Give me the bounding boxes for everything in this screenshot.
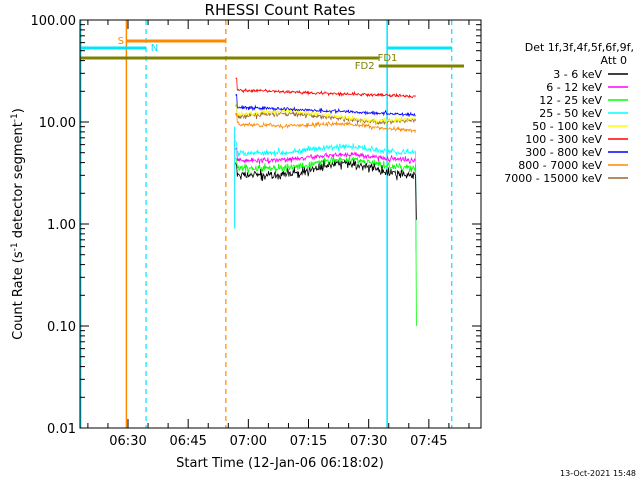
plot-frame	[79, 19, 482, 429]
footer-timestamp: 13-Oct-2021 15:48	[560, 469, 636, 478]
legend-entry-label: 100 - 300 keV	[525, 133, 602, 146]
chart-title: RHESSI Count Rates	[205, 1, 356, 19]
y-tick-labels: 0.01 0.10 1.00 10.00 100.00	[31, 14, 77, 437]
legend-entry-label: 6 - 12 keV	[546, 81, 602, 94]
legend-entry-label: 3 - 6 keV	[553, 68, 602, 81]
legend-entry-label: 12 - 25 keV	[539, 94, 602, 107]
series-line	[235, 147, 416, 164]
series-line	[235, 140, 417, 251]
legend-header: Det 1f,3f,4f,5f,6f,9f,	[525, 41, 634, 54]
y-axis-label: Count Rate (s-1 detector segment-1)	[10, 108, 26, 340]
y-tick-label: 1.00	[47, 218, 76, 233]
series-line	[235, 103, 416, 126]
n-label: N	[151, 43, 158, 54]
y-tick-label: 0.10	[47, 320, 76, 335]
series-line	[235, 93, 416, 118]
x-tick-label: 06:45	[169, 434, 206, 449]
x-tick-label: 07:45	[410, 434, 447, 449]
series-line	[235, 159, 417, 220]
series-line	[235, 77, 416, 99]
x-tick-label: 07:00	[230, 434, 267, 449]
series-line	[235, 112, 416, 134]
legend-entry-label: 300 - 800 keV	[525, 146, 602, 159]
legend-entry-label: 50 - 100 keV	[532, 120, 602, 133]
axis-ticks	[80, 19, 481, 429]
series-line	[235, 156, 417, 327]
s-label: S	[118, 36, 124, 47]
x-tick-labels: 06:30 06:45 07:00 07:15 07:30 07:45	[109, 434, 447, 449]
y-tick-label: 10.00	[39, 116, 76, 131]
fd2-label: FD2	[355, 61, 375, 72]
x-tick-label: 06:30	[109, 434, 146, 449]
series-line	[235, 103, 416, 125]
y-tick-label: 100.00	[31, 14, 77, 29]
legend-entry-label: 800 - 7000 keV	[518, 159, 602, 172]
legend-entry-label: 7000 - 15000 keV	[504, 172, 602, 185]
x-axis-label: Start Time (12-Jan-06 06:18:02)	[176, 456, 384, 471]
x-tick-label: 07:30	[350, 434, 387, 449]
legend-entry-label: 25 - 50 keV	[539, 107, 602, 120]
legend-attenuator: Att 0	[601, 54, 627, 67]
fd1-label: FD1	[378, 53, 398, 64]
x-tick-label: 07:15	[290, 434, 327, 449]
y-tick-label: 0.01	[47, 422, 76, 437]
